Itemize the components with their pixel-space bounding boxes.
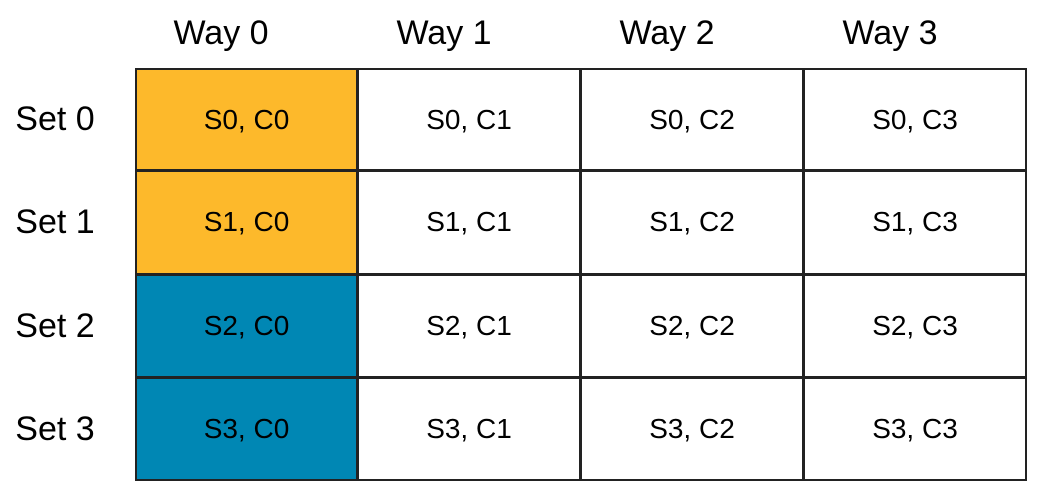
column-header: Way 0	[173, 13, 269, 52]
cache-cell: S0, C2	[580, 68, 804, 172]
cache-cell: S3, C2	[580, 376, 804, 481]
cache-cell: S2, C2	[580, 273, 804, 378]
cache-cell: S2, C0	[135, 273, 358, 378]
row-label: Set 3	[15, 409, 95, 448]
cache-cell: S3, C3	[803, 376, 1027, 481]
cache-cell: S3, C0	[135, 376, 358, 481]
cache-cell: S1, C3	[803, 170, 1027, 275]
cache-cell: S0, C1	[357, 68, 581, 172]
row-label: Set 0	[15, 100, 95, 138]
cache-cell: S2, C3	[803, 273, 1027, 378]
cache-cell: S3, C1	[357, 376, 581, 481]
cache-cell: S0, C0	[135, 68, 358, 172]
row-label: Set 2	[15, 306, 95, 345]
cache-cell: S0, C3	[803, 68, 1027, 172]
cache-cell: S1, C0	[135, 170, 358, 275]
cache-cell: S2, C1	[357, 273, 581, 378]
column-header: Way 3	[842, 13, 938, 52]
column-header: Way 2	[619, 13, 715, 52]
column-header: Way 1	[396, 13, 492, 52]
cache-cell: S1, C2	[580, 170, 804, 275]
cache-cell: S1, C1	[357, 170, 581, 275]
row-label: Set 1	[15, 203, 95, 242]
